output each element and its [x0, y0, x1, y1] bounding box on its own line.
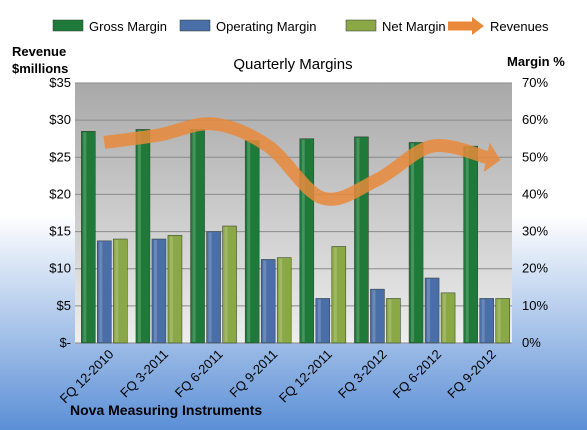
operating-bar-highlight: [99, 241, 103, 342]
left-axis-title-line2: $millions: [12, 61, 68, 76]
operating-bar-highlight: [427, 279, 431, 342]
left-axis-title-line1: Revenue: [12, 44, 66, 59]
legend-operating-swatch: [179, 19, 211, 32]
left-tick-label: $5: [57, 298, 71, 313]
revenue-line-arrowhead: [483, 142, 501, 172]
operating-margin-bar: [424, 277, 440, 344]
left-tick-label: $10: [49, 261, 71, 276]
right-tick-label: 70%: [522, 75, 548, 90]
operating-margin-bar: [315, 298, 331, 344]
right-axis-title: Margin %: [507, 54, 565, 69]
operating-margin-bar: [151, 238, 167, 344]
operating-margin-bar: [260, 259, 276, 344]
net-bar-highlight: [279, 258, 283, 342]
revenue-line: [103, 117, 501, 206]
footer-company: Nova Measuring Instruments: [70, 402, 262, 418]
gross-bar-highlight: [192, 130, 196, 342]
gross-bar-highlight: [301, 139, 305, 342]
right-tick-label: 30%: [522, 224, 548, 239]
left-tick-label: $25: [49, 149, 71, 164]
chart-title: Quarterly Margins: [233, 56, 352, 73]
left-tick-label: $20: [49, 186, 71, 201]
legend-label: Gross Margin: [89, 19, 167, 34]
operating-margin-bar: [370, 288, 385, 344]
operating-margin-bar: [97, 240, 112, 344]
net-bar-highlight: [169, 236, 173, 342]
gross-bar-highlight: [83, 132, 87, 342]
net-bar-highlight: [497, 299, 501, 342]
gross-bar-highlight: [137, 130, 141, 342]
operating-bar-highlight: [208, 232, 212, 342]
operating-bar-highlight: [263, 260, 267, 342]
bar-series: [81, 129, 510, 344]
net-bar-highlight: [443, 293, 447, 342]
gross-bar-highlight: [356, 137, 360, 342]
operating-bar-highlight: [372, 290, 376, 342]
gross-margin-bar: [81, 131, 96, 344]
legend: Gross Margin Operating Margin Net Margin Re…: [52, 17, 549, 35]
left-axis-ticks: $- $5 $10 $15 $20 $25 $30 $35: [49, 75, 71, 350]
gross-bar-highlight: [247, 141, 251, 342]
left-tick-label: $35: [49, 75, 71, 90]
net-bar-highlight: [224, 227, 228, 342]
net-margin-bar: [331, 246, 347, 344]
left-tick-label: $15: [49, 224, 71, 239]
net-margin-bar: [386, 298, 401, 344]
right-tick-label: 40%: [522, 186, 548, 201]
left-tick-label: $30: [49, 112, 71, 127]
net-bar-highlight: [388, 299, 392, 342]
legend-label: Operating Margin: [216, 19, 316, 34]
operating-margin-bar: [479, 298, 494, 344]
revenue-line-path: [103, 117, 489, 206]
legend-label: Revenues: [490, 19, 549, 34]
legend-gross-swatch: [52, 19, 84, 32]
right-tick-label: 20%: [522, 261, 548, 276]
legend-revenue-arrow: [472, 17, 484, 35]
right-tick-label: 10%: [522, 298, 548, 313]
gross-bar-highlight: [411, 143, 415, 342]
gross-margin-bar: [408, 142, 424, 344]
left-tick-label: $-: [59, 335, 71, 350]
net-margin-bar: [167, 235, 183, 344]
net-bar-highlight: [115, 240, 119, 342]
net-margin-bar: [440, 292, 456, 344]
legend-net-swatch: [345, 19, 377, 32]
operating-bar-highlight: [481, 299, 485, 342]
gross-bar-highlight: [465, 147, 469, 342]
right-axis-ticks: 0% 10% 20% 30% 40% 50% 60% 70%: [522, 75, 548, 350]
right-tick-label: 50%: [522, 149, 548, 164]
net-margin-bar: [276, 257, 292, 344]
operating-bar-highlight: [153, 240, 157, 342]
operating-margin-bar: [206, 231, 221, 344]
net-margin-bar: [222, 225, 237, 344]
net-margin-bar: [495, 298, 510, 344]
net-margin-bar: [113, 238, 128, 344]
legend-label: Net Margin: [382, 19, 446, 34]
operating-bar-highlight: [317, 299, 321, 342]
right-tick-label: 0%: [522, 335, 541, 350]
gross-margin-bar: [135, 129, 151, 344]
right-tick-label: 60%: [522, 112, 548, 127]
net-bar-highlight: [333, 247, 337, 342]
